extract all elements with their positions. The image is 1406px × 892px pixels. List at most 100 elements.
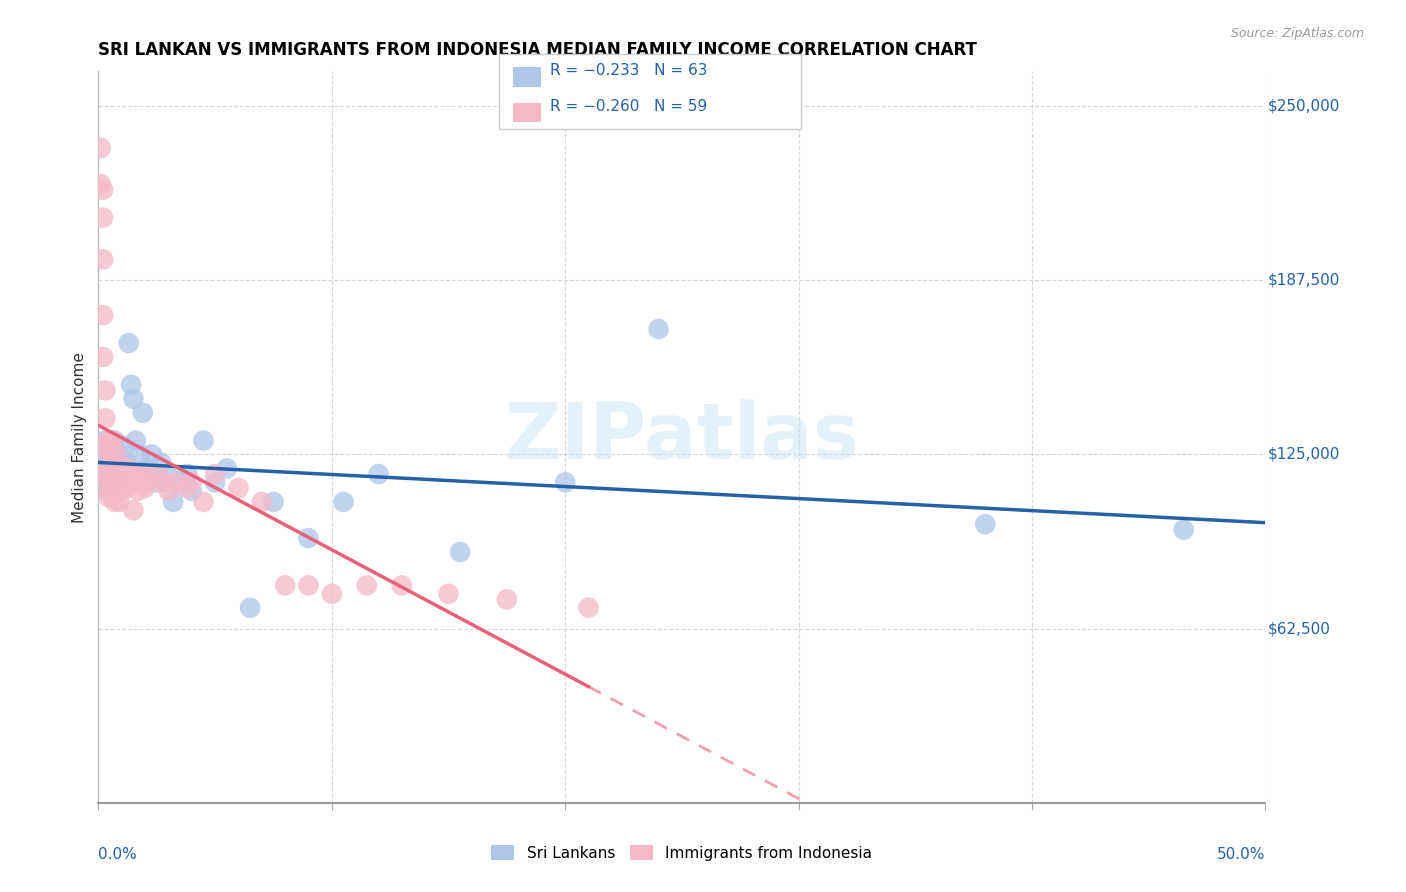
Point [98, 470, 121, 484]
Point [97, 483, 120, 498]
Point [111, 483, 134, 498]
Point [193, 495, 215, 509]
Point [98, 467, 121, 481]
Point [115, 456, 138, 470]
Point [98, 448, 121, 462]
Point [90, 467, 112, 481]
Point [97, 475, 120, 490]
Point [101, 448, 124, 462]
Point [112, 461, 135, 475]
Point [332, 495, 354, 509]
Point [647, 322, 669, 336]
Point [180, 475, 202, 490]
Point [134, 481, 156, 495]
Point [91, 211, 114, 225]
Text: ZIPatlas: ZIPatlas [505, 399, 859, 475]
Point [162, 495, 184, 509]
Point [111, 456, 134, 470]
Point [146, 467, 169, 481]
Point [94, 467, 117, 481]
Point [94, 467, 117, 481]
Text: R = −0.260   N = 59: R = −0.260 N = 59 [550, 99, 707, 114]
Point [125, 467, 148, 481]
Text: R = −0.233   N = 63: R = −0.233 N = 63 [550, 63, 707, 78]
Point [97, 456, 120, 470]
Point [146, 475, 169, 490]
Point [94, 384, 117, 398]
Point [262, 495, 284, 509]
Point [274, 578, 297, 592]
Point [141, 448, 163, 462]
Point [118, 461, 141, 475]
Point [108, 461, 131, 475]
Point [228, 481, 250, 495]
Point [122, 392, 145, 406]
Point [101, 489, 124, 503]
Point [180, 483, 202, 498]
Text: $125,000: $125,000 [1268, 447, 1340, 462]
Point [91, 350, 114, 364]
Point [321, 587, 343, 601]
Point [215, 461, 238, 475]
Text: 50.0%: 50.0% [1218, 847, 1265, 862]
Point [974, 517, 997, 532]
Point [98, 461, 121, 475]
Point [91, 461, 114, 475]
Point [90, 448, 112, 462]
Point [578, 600, 600, 615]
Point [111, 467, 134, 481]
Point [204, 475, 226, 490]
Point [108, 448, 131, 462]
Point [122, 503, 145, 517]
Point [97, 461, 120, 475]
Point [112, 439, 135, 453]
Text: $250,000: $250,000 [1268, 99, 1340, 113]
Point [97, 475, 120, 490]
Point [98, 456, 121, 470]
Point [91, 439, 114, 453]
Point [90, 456, 112, 470]
Point [152, 475, 174, 490]
Point [94, 439, 117, 453]
Point [204, 467, 226, 481]
Point [101, 467, 124, 481]
Point [91, 448, 114, 462]
Point [90, 141, 112, 155]
Point [105, 467, 128, 481]
Point [94, 434, 117, 448]
Point [193, 434, 215, 448]
Point [496, 592, 519, 607]
Point [125, 434, 148, 448]
Point [91, 252, 114, 267]
Point [104, 448, 127, 462]
Point [176, 467, 198, 481]
Point [554, 475, 576, 490]
Point [105, 456, 128, 470]
Point [90, 178, 112, 192]
Point [129, 448, 152, 462]
Point [391, 578, 413, 592]
Point [120, 377, 142, 392]
Point [108, 495, 131, 509]
Point [91, 183, 114, 197]
Y-axis label: Median Family Income: Median Family Income [72, 351, 87, 523]
Point [105, 448, 128, 462]
Legend: Sri Lankans, Immigrants from Indonesia: Sri Lankans, Immigrants from Indonesia [484, 837, 880, 868]
Text: SRI LANKAN VS IMMIGRANTS FROM INDONESIA MEDIAN FAMILY INCOME CORRELATION CHART: SRI LANKAN VS IMMIGRANTS FROM INDONESIA … [98, 41, 977, 59]
Text: 0.0%: 0.0% [98, 847, 138, 862]
Point [239, 600, 262, 615]
Point [132, 406, 155, 420]
Point [101, 456, 124, 470]
Point [101, 456, 124, 470]
Point [98, 481, 121, 495]
Point [97, 448, 120, 462]
Point [250, 495, 273, 509]
Point [136, 461, 159, 475]
Point [104, 495, 127, 509]
Point [97, 489, 120, 503]
Point [150, 456, 173, 470]
Text: $62,500: $62,500 [1268, 621, 1330, 636]
Point [94, 411, 117, 425]
Point [104, 434, 127, 448]
Point [437, 587, 460, 601]
